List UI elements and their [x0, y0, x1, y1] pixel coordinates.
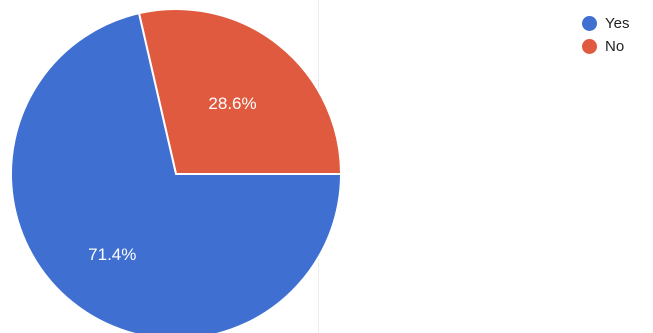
legend-item-yes[interactable]: Yes	[582, 12, 629, 35]
slice-value-label-yes: 71.4%	[88, 245, 136, 264]
legend: Yes No	[582, 12, 629, 58]
legend-swatch-yes	[582, 16, 597, 31]
pie-slice-yes[interactable]	[10, 12, 343, 333]
legend-label-no: No	[605, 38, 625, 55]
legend-label-yes: Yes	[605, 15, 630, 32]
slice-value-label-no: 28.6%	[208, 94, 256, 113]
legend-item-no[interactable]: No	[582, 35, 629, 58]
legend-swatch-no	[582, 39, 597, 54]
pie-slice-no[interactable]	[137, 8, 343, 175]
